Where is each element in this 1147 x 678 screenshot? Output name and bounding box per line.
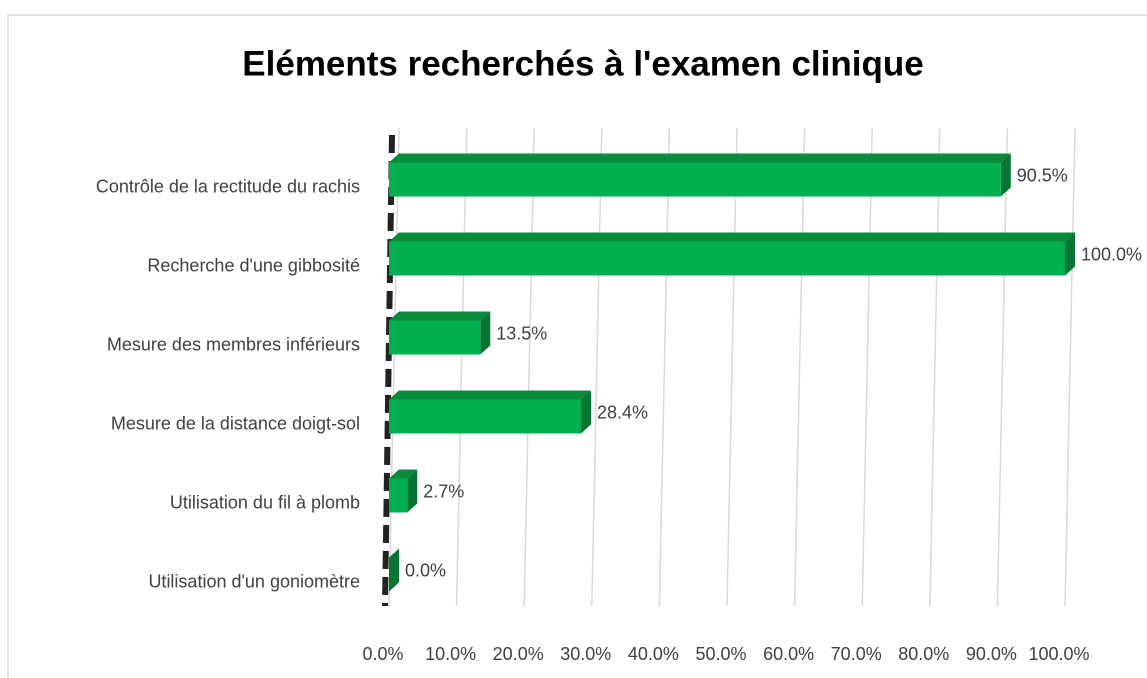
bar xyxy=(389,320,481,355)
bar-side xyxy=(480,311,491,355)
bar-side xyxy=(580,390,591,434)
bar xyxy=(389,162,1001,197)
y-tick-label: Utilisation d'un goniomètre xyxy=(148,571,360,591)
grid-line xyxy=(591,127,603,607)
x-tick-label: 80.0% xyxy=(898,644,949,664)
grid-line xyxy=(726,127,738,607)
x-tick-label: 40.0% xyxy=(628,644,679,664)
x-tick-label: 100.0% xyxy=(1028,644,1089,664)
y-tick-label: Contrôle de la rectitude du rachis xyxy=(96,176,360,196)
bar-top xyxy=(389,469,418,479)
value-label: 13.5% xyxy=(496,323,547,343)
x-tick-label: 0.0% xyxy=(362,644,403,664)
grid-line xyxy=(793,127,806,607)
bar-top xyxy=(389,390,591,400)
x-tick-label: 30.0% xyxy=(560,644,611,664)
value-label: 90.5% xyxy=(1017,165,1068,185)
value-label: 0.0% xyxy=(405,560,446,580)
x-tick-label: 10.0% xyxy=(425,644,476,664)
bar-side xyxy=(1065,232,1075,276)
y-tick-label: Mesure de la distance doigt-sol xyxy=(111,413,360,433)
grid-line xyxy=(861,127,873,607)
value-label: 2.7% xyxy=(423,481,464,501)
y-tick-label: Utilisation du fil à plomb xyxy=(170,492,360,512)
y-tick-label: Recherche d'une gibbosité xyxy=(147,255,360,275)
bar xyxy=(389,478,408,513)
grid-line xyxy=(996,127,1009,607)
x-tick-label: 70.0% xyxy=(831,644,882,664)
bar-side xyxy=(407,469,418,513)
bar-side xyxy=(1000,153,1011,197)
grid-line xyxy=(658,127,671,607)
bar-top xyxy=(389,232,1075,242)
value-label: 100.0% xyxy=(1081,244,1142,264)
y-tick-label: Mesure des membres inférieurs xyxy=(107,334,360,354)
grid-line xyxy=(1064,127,1076,607)
axis-wall xyxy=(382,134,395,607)
x-tick-label: 50.0% xyxy=(695,644,746,664)
chart-frame xyxy=(7,14,1147,678)
bar-side xyxy=(389,548,399,592)
grid-line xyxy=(455,127,468,607)
bar xyxy=(389,399,581,434)
grid-line xyxy=(523,127,535,607)
x-tick-label: 60.0% xyxy=(763,644,814,664)
value-label: 28.4% xyxy=(597,402,648,422)
bar-top xyxy=(389,311,491,321)
bar xyxy=(389,241,1065,276)
grid-line xyxy=(929,127,941,607)
bar-top xyxy=(389,153,1011,163)
x-tick-label: 90.0% xyxy=(966,644,1017,664)
grid-line xyxy=(388,127,400,607)
x-tick-label: 20.0% xyxy=(493,644,544,664)
chart-title: Eléments recherchés à l'examen clinique xyxy=(242,44,923,83)
